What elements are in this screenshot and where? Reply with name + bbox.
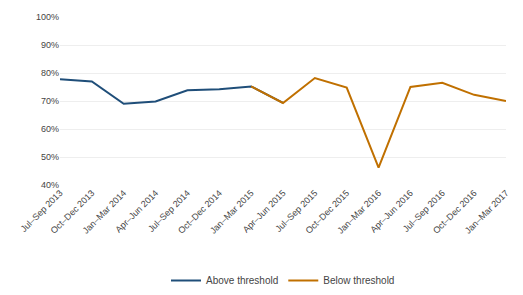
svg-text:80%: 80% [41, 68, 59, 78]
svg-text:100%: 100% [36, 12, 59, 22]
svg-text:Oct–Dec 2015: Oct–Dec 2015 [304, 188, 352, 236]
svg-text:Apr–Jun 2015: Apr–Jun 2015 [241, 188, 288, 235]
svg-text:Jul–Sep 2016: Jul–Sep 2016 [401, 188, 447, 234]
svg-text:40%: 40% [41, 180, 59, 190]
svg-text:70%: 70% [41, 96, 59, 106]
svg-text:Jan–Mar 2015: Jan–Mar 2015 [208, 188, 256, 236]
svg-text:Jan–Mar 2014: Jan–Mar 2014 [81, 188, 129, 236]
svg-text:50%: 50% [41, 152, 59, 162]
svg-text:Jan–Mar 2016: Jan–Mar 2016 [335, 188, 383, 236]
svg-text:Oct–Dec 2013: Oct–Dec 2013 [49, 188, 97, 236]
svg-text:60%: 60% [41, 124, 59, 134]
svg-text:Below threshold: Below threshold [323, 275, 394, 286]
svg-text:Oct–Dec 2014: Oct–Dec 2014 [176, 188, 224, 236]
svg-text:Apr–Jun 2016: Apr–Jun 2016 [368, 188, 415, 235]
svg-text:90%: 90% [41, 40, 59, 50]
svg-text:Jul–Sep 2014: Jul–Sep 2014 [146, 188, 192, 234]
svg-text:Apr–Jun 2014: Apr–Jun 2014 [113, 188, 160, 235]
svg-text:Jul–Sep 2013: Jul–Sep 2013 [19, 188, 65, 234]
svg-text:Jan–Mar 2017: Jan–Mar 2017 [463, 188, 511, 236]
svg-text:Jul–Sep 2015: Jul–Sep 2015 [273, 188, 319, 234]
svg-text:Above threshold: Above threshold [206, 275, 278, 286]
svg-text:Oct–Dec 2016: Oct–Dec 2016 [431, 188, 479, 236]
